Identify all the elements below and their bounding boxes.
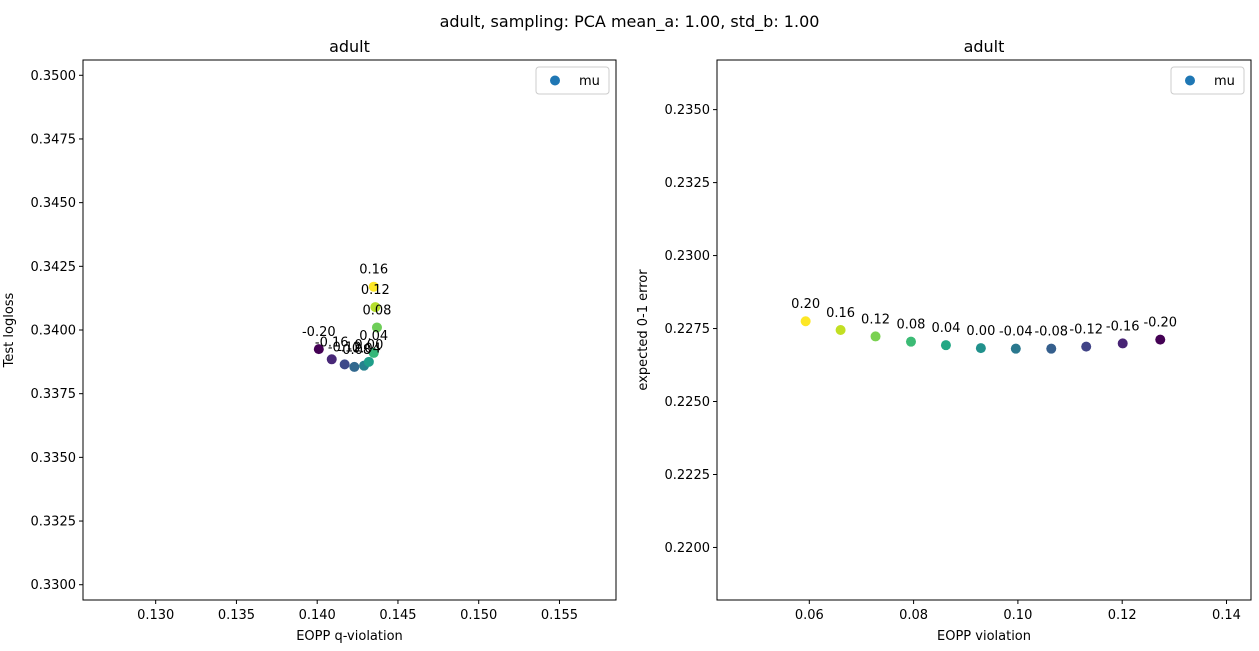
legend-marker [1185, 75, 1195, 86]
y-tick-label: 0.3500 [31, 69, 77, 84]
legend-box [535, 66, 610, 95]
x-axis-label: EOPP q-violation [296, 629, 403, 644]
point-label: -0.04 [999, 325, 1033, 340]
panel-title: adult [964, 37, 1005, 56]
data-point [1010, 343, 1021, 354]
plot-frame [82, 59, 617, 601]
x-axis-label: EOPP violation [937, 629, 1031, 644]
y-tick-label: 0.2225 [665, 468, 711, 483]
data-point [1081, 341, 1092, 352]
y-tick-label: 0.3475 [31, 132, 77, 147]
x-tick-label: 0.155 [541, 608, 578, 623]
legend-box [1170, 66, 1245, 95]
y-tick-label: 0.3425 [31, 260, 77, 275]
y-tick-label: 0.3375 [31, 387, 77, 402]
data-point [326, 354, 337, 365]
data-point [870, 331, 881, 342]
data-point [368, 347, 379, 358]
data-point [349, 361, 360, 372]
left-scatter-panel: -0.20-0.16-0.12-0.08-0.040.000.04 0.08 0.1… [2, 37, 617, 644]
y-tick-label: 0.2250 [665, 395, 711, 410]
y-tick-label: 0.3350 [31, 451, 77, 466]
data-point [339, 359, 350, 370]
data-point [368, 281, 379, 292]
point-label: -0.12 [328, 340, 362, 355]
x-tick-label: 0.130 [137, 608, 174, 623]
y-tick-label: 0.3400 [31, 324, 77, 339]
x-tick-label: 0.10 [1003, 608, 1032, 623]
y-tick-label: 0.2325 [665, 176, 711, 191]
data-point [370, 302, 381, 313]
data-point [1155, 334, 1166, 345]
point-label: -0.20 [1143, 316, 1177, 331]
point-label: 0.04 [359, 329, 388, 344]
y-tick-label: 0.3300 [31, 578, 77, 593]
data-point [835, 325, 846, 335]
data-point [800, 316, 811, 327]
point-label: 0.12 [861, 312, 890, 327]
point-label: -0.04 [347, 342, 381, 357]
legend-label: mu [1214, 74, 1235, 89]
point-label: 0.20 [791, 297, 820, 312]
point-label: 0.00 [354, 338, 383, 353]
data-point [940, 340, 951, 351]
legend-marker [550, 75, 560, 86]
legend-label: mu [579, 74, 600, 89]
figure-suptitle: adult, sampling: PCA mean_a: 1.00, std_b… [440, 12, 820, 32]
x-tick-label: 0.08 [899, 608, 928, 623]
x-tick-label: 0.135 [218, 608, 255, 623]
x-tick-label: 0.150 [460, 608, 497, 623]
y-tick-label: 0.2300 [665, 249, 711, 264]
data-point [313, 344, 324, 355]
plot-frame [716, 59, 1252, 601]
point-label: 0.16 [826, 306, 855, 321]
point-label: -0.20 [302, 325, 336, 340]
panel-title: adult [329, 37, 370, 56]
point-label: 0.04 [931, 321, 960, 336]
x-tick-label: 0.12 [1108, 608, 1137, 623]
y-tick-label: 0.3325 [31, 515, 77, 530]
y-tick-label: 0.2350 [665, 103, 711, 118]
point-label: -0.08 [338, 343, 372, 358]
data-point [1046, 343, 1057, 354]
point-label: -0.12 [1069, 323, 1103, 338]
point-label: 0.08 [362, 303, 391, 318]
point-label: 0.00 [966, 324, 995, 339]
y-tick-label: 0.3450 [31, 196, 77, 211]
point-label: -0.16 [1106, 319, 1140, 334]
point-label: 0.12 [361, 283, 390, 298]
data-point [905, 336, 916, 347]
right-scatter-panel: 0.200.16 0.12 0.08 0.04 0.00 -0.04 -0.08 -0.12-… [636, 37, 1252, 644]
y-tick-label: 0.2275 [665, 322, 711, 337]
point-label: 0.16 [359, 263, 388, 278]
y-axis-label: expected 0-1 error [636, 269, 651, 391]
data-point [1117, 338, 1128, 349]
x-tick-label: 0.06 [795, 608, 824, 623]
data-point [371, 322, 382, 333]
data-point [363, 356, 374, 367]
point-label: -0.16 [315, 335, 349, 350]
point-label: 0.08 [897, 318, 926, 333]
point-label: -0.08 [1034, 325, 1068, 340]
x-tick-label: 0.140 [299, 608, 336, 623]
data-point [975, 343, 986, 354]
y-tick-label: 0.2200 [665, 541, 711, 556]
y-axis-label: Test logloss [2, 292, 17, 368]
x-tick-label: 0.145 [379, 608, 416, 623]
x-tick-label: 0.14 [1212, 608, 1241, 623]
